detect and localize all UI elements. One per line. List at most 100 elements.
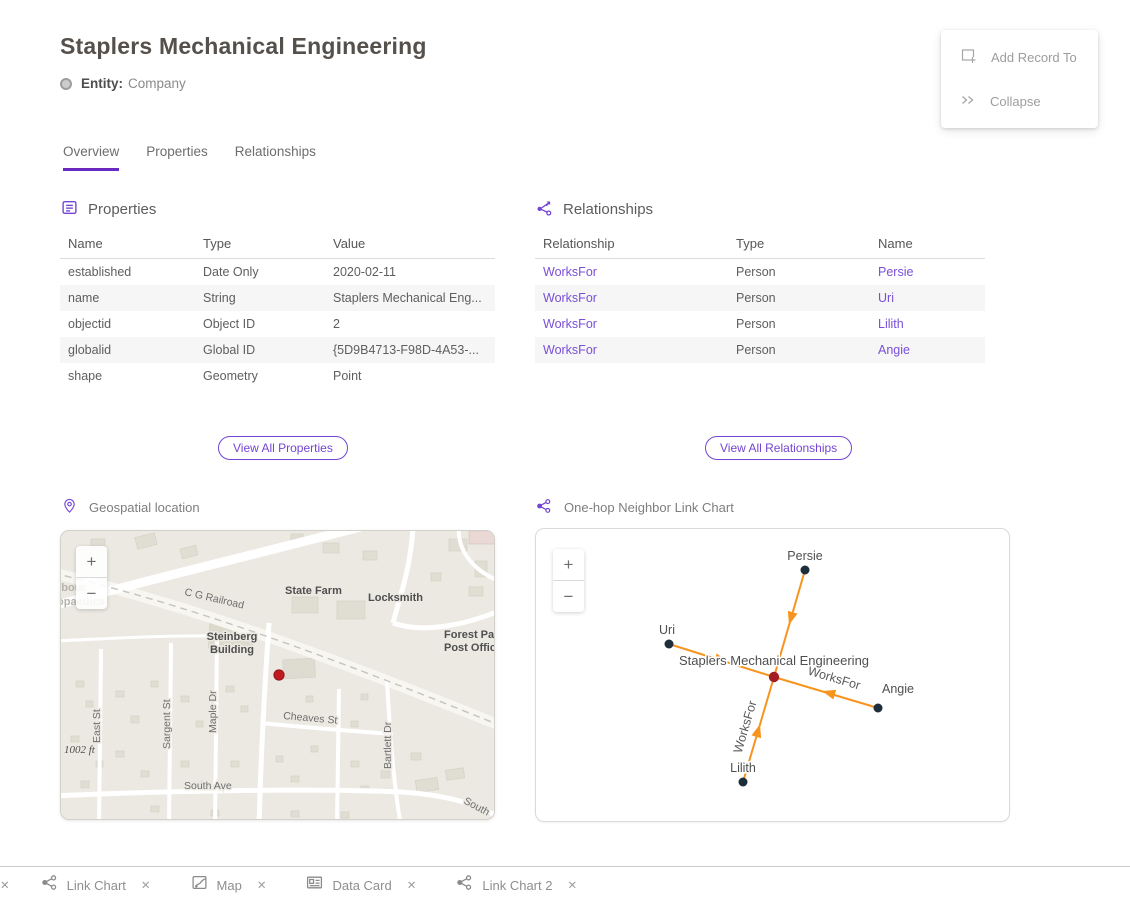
table-row: established Date Only 2020-02-11 bbox=[60, 259, 495, 286]
tab-properties[interactable]: Properties bbox=[146, 144, 208, 171]
menu-item-collapse[interactable]: Collapse bbox=[941, 79, 1098, 123]
relationship-link[interactable]: WorksFor bbox=[535, 337, 728, 363]
svg-text:Maple Dr: Maple Dr bbox=[207, 690, 219, 733]
entity-label: Entity: bbox=[81, 76, 123, 91]
property-type: Object ID bbox=[195, 311, 325, 337]
bottom-tab-label: Map bbox=[217, 878, 242, 893]
property-value: 2020-02-11 bbox=[325, 259, 495, 286]
svg-text:Steinberg: Steinberg bbox=[207, 631, 258, 643]
link-chart-icon bbox=[41, 874, 67, 896]
relationship-link[interactable]: WorksFor bbox=[535, 285, 728, 311]
tab-relationships[interactable]: Relationships bbox=[235, 144, 316, 171]
related-entity-link[interactable]: Uri bbox=[870, 285, 985, 311]
node-center[interactable] bbox=[769, 672, 779, 682]
relationship-type: Person bbox=[728, 285, 870, 311]
svg-text:State Farm: State Farm bbox=[285, 585, 342, 597]
menu-item-add-record-to[interactable]: Add Record To bbox=[941, 35, 1098, 79]
property-name: name bbox=[60, 285, 195, 311]
table-row: WorksFor Person Lilith bbox=[535, 311, 985, 337]
svg-text:1002 ft: 1002 ft bbox=[64, 744, 96, 756]
relationship-type: Person bbox=[728, 337, 870, 363]
tab-close-icon[interactable]: ✕ bbox=[567, 878, 577, 892]
property-type: String bbox=[195, 285, 325, 311]
map-marker[interactable] bbox=[274, 670, 284, 680]
relationships-table: Relationship Type Name WorksFor Person P… bbox=[535, 230, 985, 363]
menu-item-label: Collapse bbox=[990, 94, 1041, 109]
chart-zoom-in-button[interactable]: + bbox=[553, 549, 584, 581]
tab-close-icon[interactable]: ✕ bbox=[407, 878, 417, 892]
bottom-tab-bar: ✕ Link Chart ✕ Map ✕ bbox=[0, 866, 1130, 903]
table-row: WorksFor Person Angie bbox=[535, 337, 985, 363]
tab-close-icon[interactable]: ✕ bbox=[141, 878, 151, 892]
property-name: globalid bbox=[60, 337, 195, 363]
property-name: shape bbox=[60, 363, 195, 389]
entity-row: Entity: Company bbox=[60, 76, 186, 91]
related-entity-link[interactable]: Angie bbox=[870, 337, 985, 363]
relationships-col-name: Name bbox=[870, 230, 985, 259]
properties-col-name: Name bbox=[60, 230, 195, 259]
relationships-section-header: Relationships bbox=[536, 199, 653, 220]
chart-zoom-out-button[interactable]: − bbox=[553, 581, 584, 612]
svg-text:East St: East St bbox=[91, 709, 103, 743]
page-title: Staplers Mechanical Engineering bbox=[60, 33, 427, 60]
svg-text:Persie: Persie bbox=[787, 549, 822, 563]
link-chart-canvas[interactable]: WorksFor WorksFor Persie Uri Angie Lilit… bbox=[536, 529, 1009, 821]
link-chart-icon bbox=[456, 874, 482, 896]
bottom-tab-link-chart-2[interactable]: Link Chart 2 ✕ bbox=[456, 874, 577, 896]
bottom-tab-data-card[interactable]: Data Card ✕ bbox=[306, 874, 416, 896]
table-row: objectid Object ID 2 bbox=[60, 311, 495, 337]
bottom-tab-label: Data Card bbox=[332, 878, 391, 893]
center-node-label: Staplers Mechanical Engineering bbox=[679, 653, 869, 668]
svg-text:Bartlett Dr: Bartlett Dr bbox=[382, 721, 394, 769]
svg-text:Angie: Angie bbox=[882, 682, 914, 696]
svg-text:Locksmith: Locksmith bbox=[368, 592, 423, 604]
map-canvas[interactable]: rbour opaedics C G Railroad State Farm L… bbox=[61, 531, 495, 820]
relationship-link[interactable]: WorksFor bbox=[535, 259, 728, 286]
property-value: 2 bbox=[325, 311, 495, 337]
properties-section-header: Properties bbox=[61, 199, 156, 220]
table-row: name String Staplers Mechanical Eng... bbox=[60, 285, 495, 311]
link-chart-section-title: One-hop Neighbor Link Chart bbox=[564, 500, 734, 515]
map-icon bbox=[191, 874, 217, 896]
view-all-properties-button[interactable]: View All Properties bbox=[218, 436, 348, 460]
tab-close-icon[interactable]: ✕ bbox=[257, 878, 267, 892]
table-row: shape Geometry Point bbox=[60, 363, 495, 389]
view-all-relationships-button[interactable]: View All Relationships bbox=[705, 436, 852, 460]
map-panel[interactable]: rbour opaedics C G Railroad State Farm L… bbox=[60, 530, 495, 820]
table-row: WorksFor Person Persie bbox=[535, 259, 985, 286]
properties-icon bbox=[61, 199, 78, 220]
bottom-tab-map[interactable]: Map ✕ bbox=[191, 874, 267, 896]
tab-overview[interactable]: Overview bbox=[63, 144, 119, 171]
entity-type-value: Company bbox=[128, 76, 186, 91]
relationship-link[interactable]: WorksFor bbox=[535, 311, 728, 337]
node-lilith[interactable] bbox=[739, 778, 748, 787]
table-row: WorksFor Person Uri bbox=[535, 285, 985, 311]
collapse-icon bbox=[960, 92, 976, 111]
related-entity-link[interactable]: Persie bbox=[870, 259, 985, 286]
map-zoom-in-button[interactable]: + bbox=[76, 546, 107, 578]
related-entity-link[interactable]: Lilith bbox=[870, 311, 985, 337]
node-persie[interactable] bbox=[801, 566, 810, 575]
properties-col-type: Type bbox=[195, 230, 325, 259]
tab-close-icon[interactable]: ✕ bbox=[0, 878, 10, 892]
add-record-icon bbox=[960, 47, 977, 67]
link-chart-panel[interactable]: WorksFor WorksFor Persie Uri Angie Lilit… bbox=[535, 528, 1010, 822]
node-uri[interactable] bbox=[665, 640, 674, 649]
properties-table: Name Type Value established Date Only 20… bbox=[60, 230, 495, 389]
svg-text:Post Offic: Post Offic bbox=[444, 642, 495, 654]
properties-col-value: Value bbox=[325, 230, 495, 259]
map-section-header: Geospatial location bbox=[62, 498, 200, 517]
node-angie[interactable] bbox=[874, 704, 883, 713]
chart-zoom-control: + − bbox=[553, 549, 584, 612]
property-type: Global ID bbox=[195, 337, 325, 363]
bottom-tab-link-chart[interactable]: Link Chart ✕ bbox=[41, 874, 151, 896]
relationship-type: Person bbox=[728, 311, 870, 337]
svg-text:Uri: Uri bbox=[659, 623, 675, 637]
edge-label: WorksFor bbox=[731, 699, 760, 755]
svg-text:Building: Building bbox=[210, 644, 254, 656]
svg-text:Lilith: Lilith bbox=[730, 761, 756, 775]
property-value: Point bbox=[325, 363, 495, 389]
map-pin-icon bbox=[62, 498, 77, 517]
map-zoom-out-button[interactable]: − bbox=[76, 578, 107, 609]
svg-text:South Ave: South Ave bbox=[184, 780, 232, 792]
